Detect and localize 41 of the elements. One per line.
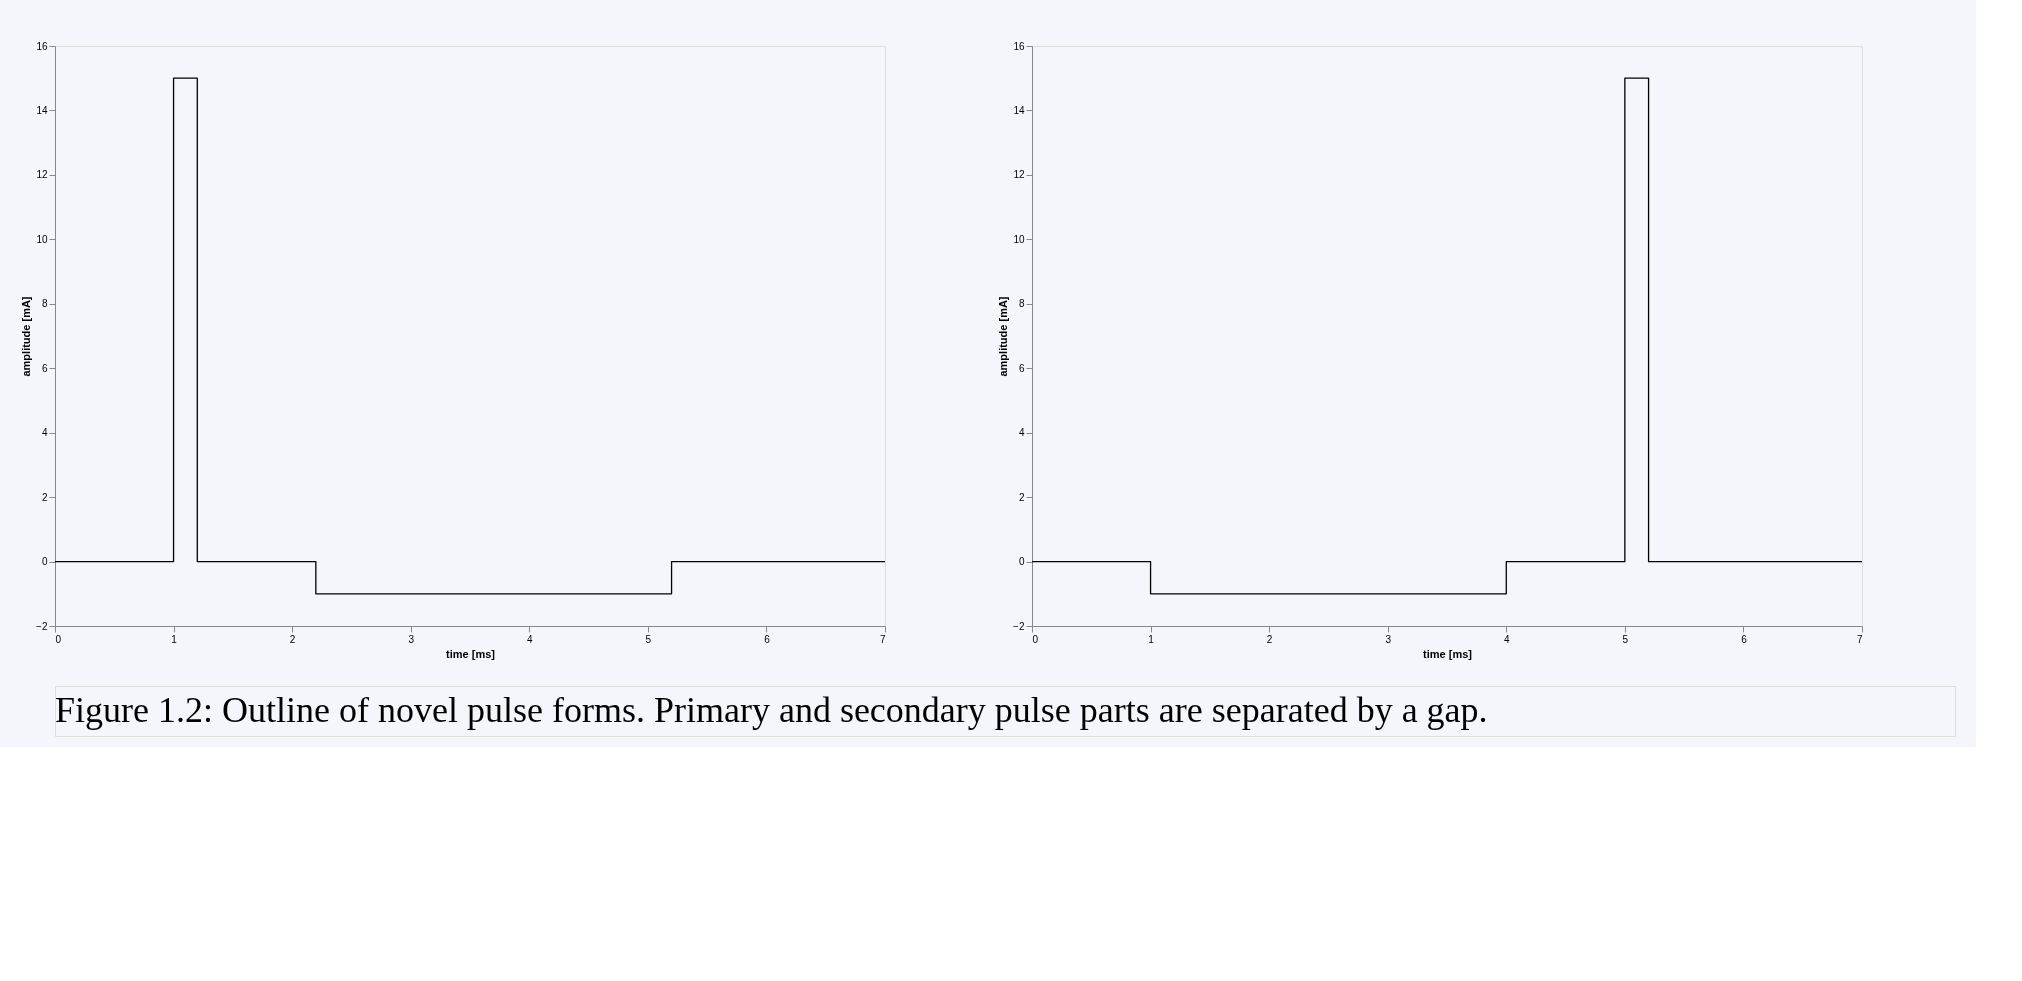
y-tick-label: 12 <box>1013 169 1025 181</box>
y-tick-label: 4 <box>1018 427 1025 439</box>
y-tick-label: −2 <box>1013 620 1025 632</box>
x-tick-label: 3 <box>408 633 415 645</box>
y-tick-label: 6 <box>41 362 48 374</box>
y-tick-label: −2 <box>36 620 48 632</box>
y-tick-label: 4 <box>41 427 48 439</box>
y-tick-label: 14 <box>1013 104 1025 116</box>
x-tick-label: 7 <box>879 633 886 645</box>
y-tick-label: 16 <box>36 40 48 52</box>
y-tick-label: 2 <box>41 491 48 503</box>
y-tick-label: 8 <box>41 298 48 310</box>
y-tick-label: 8 <box>1018 298 1025 310</box>
x-tick-label: 2 <box>1266 633 1273 645</box>
y-tick-label: 2 <box>1018 491 1025 503</box>
x-tick-label: 2 <box>289 633 296 645</box>
x-tick-label: 6 <box>764 633 771 645</box>
x-tick-label: 5 <box>645 633 652 645</box>
y-tick-label: 0 <box>1018 556 1025 568</box>
x-tick-label: 0 <box>1032 633 1039 645</box>
x-axis-title: time [ms] <box>1423 647 1473 660</box>
x-axis-title: time [ms] <box>446 647 496 660</box>
x-tick-label: 4 <box>527 633 533 645</box>
y-tick-label: 6 <box>1018 362 1025 374</box>
y-axis-title: amplitude [mA] <box>997 296 1010 377</box>
y-tick-label: 10 <box>36 233 48 245</box>
y-tick-label: 14 <box>36 104 48 116</box>
y-tick-label: 10 <box>1013 233 1025 245</box>
y-tick-label: 0 <box>41 556 48 568</box>
y-tick-label: 12 <box>36 169 48 181</box>
x-tick-label: 4 <box>1504 633 1510 645</box>
x-tick-label: 1 <box>1148 633 1155 645</box>
x-tick-label: 5 <box>1622 633 1629 645</box>
x-tick-label: 6 <box>1741 633 1748 645</box>
y-axis-title: amplitude [mA] <box>20 296 33 377</box>
y-tick-label: 16 <box>1013 40 1025 52</box>
x-tick-label: 1 <box>171 633 178 645</box>
x-tick-label: 0 <box>55 633 62 645</box>
caption: Figure 1.2: Outline of novel pulse forms. Primary and secondary pulse parts are separated by a gap. <box>55 690 1488 730</box>
x-tick-label: 7 <box>1856 633 1863 645</box>
x-tick-label: 3 <box>1385 633 1392 645</box>
